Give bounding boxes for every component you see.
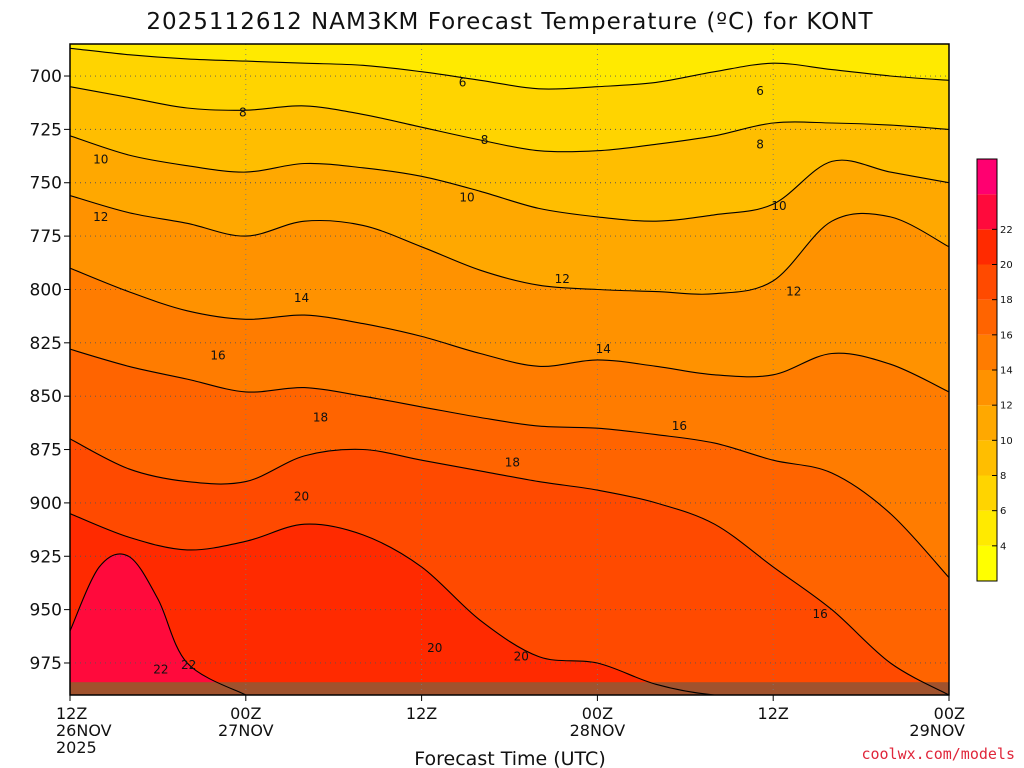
colorbar-tick-label: 14 (1000, 366, 1013, 377)
y-tick-label: 850 (30, 387, 62, 407)
colorbar-swatch (977, 229, 997, 265)
colorbar-tick-label: 22 (1000, 225, 1013, 236)
colorbar-swatch (977, 264, 997, 300)
y-tick-label: 700 (30, 67, 62, 87)
colorbar-swatch (977, 405, 997, 441)
y-tick-label: 900 (30, 494, 62, 514)
grid-layer (70, 44, 949, 695)
contour-line-8 (70, 86, 949, 153)
contour-layer (70, 47, 949, 695)
y-tick-label: 950 (30, 601, 62, 621)
y-axis: 700 725 750 775 800 825 850 875 900 925 950 975 (30, 67, 70, 674)
x-tick-label: 00Z (230, 704, 261, 723)
colorbar-swatch (977, 475, 997, 511)
contour-label: 18 (313, 411, 328, 425)
contour-label: 6 (756, 84, 764, 98)
contour-label: 16 (672, 419, 687, 433)
contour-line-20 (70, 513, 949, 695)
colorbar-swatch (977, 440, 997, 476)
credit-text: coolwx.com/models (861, 745, 1015, 763)
y-tick-label: 750 (30, 174, 62, 194)
temperature-band-20 (70, 513, 949, 695)
chart-title: 2025112612 NAM3KM Forecast Temperature (… (146, 9, 873, 35)
contour-label: 20 (514, 650, 529, 664)
colorbar-tick-label: 8 (1000, 471, 1006, 482)
contour-label: 12 (93, 210, 108, 224)
x-tick-date: 28NOV (570, 721, 626, 740)
contour-label: 16 (812, 607, 827, 621)
contour-label: 16 (210, 349, 225, 363)
surface-ground-layer (70, 682, 949, 695)
y-tick-label: 975 (30, 654, 62, 674)
colorbar-swatch (977, 334, 997, 370)
colorbar-tick-label: 10 (1000, 436, 1013, 447)
colorbar-swatch (977, 510, 997, 546)
surface-ground (70, 682, 949, 695)
colorbar-swatch (977, 194, 997, 230)
contour-line-22 (70, 553, 247, 695)
temperature-band-22 (70, 553, 246, 695)
colorbar-tick-label: 16 (1000, 330, 1013, 341)
x-tick-date: 29NOV (909, 721, 965, 740)
contour-line-10 (70, 135, 949, 222)
colorbar-swatch (977, 159, 997, 195)
x-tick-date: 26NOV (56, 721, 112, 740)
contour-label: 10 (771, 199, 786, 213)
x-tick-year: 2025 (56, 738, 97, 757)
contour-label: 6 (459, 75, 467, 89)
contour-label: 8 (481, 133, 489, 147)
contour-line-18 (70, 438, 949, 695)
contour-label: 22 (181, 658, 196, 672)
contour-label: 10 (93, 152, 108, 166)
colorbar-tick-label: 4 (1000, 541, 1006, 552)
colorbar-swatch (977, 545, 997, 581)
x-tick-label: 12Z (406, 704, 437, 723)
contour-label: 14 (596, 342, 611, 356)
colorbar-swatch (977, 299, 997, 335)
contour-label: 8 (239, 105, 247, 119)
y-tick-label: 800 (30, 280, 62, 300)
colorbar-tick-label: 18 (1000, 295, 1013, 306)
contour-line-14 (70, 267, 949, 393)
contour-label: 12 (786, 285, 801, 299)
colorbar-tick-label: 12 (1000, 401, 1013, 412)
colorbar-swatch (977, 370, 997, 406)
x-tick-label: 12Z (56, 704, 87, 723)
contour-line-6 (70, 47, 949, 90)
contour-label: 20 (294, 489, 309, 503)
contour-label: 8 (756, 137, 764, 151)
y-tick-label: 825 (30, 334, 62, 354)
x-tick-label: 00Z (582, 704, 613, 723)
y-tick-label: 775 (30, 227, 62, 247)
colorbar-tick-label: 6 (1000, 506, 1006, 517)
contour-label: 22 (153, 662, 168, 676)
x-tick-date: 27NOV (218, 721, 274, 740)
colorbar: 4 6 8 10 12 14 16 18 20 22 (976, 158, 1013, 582)
plot-frame (69, 43, 950, 696)
x-tick-label: 00Z (934, 704, 965, 723)
x-tick-label: 12Z (758, 704, 789, 723)
colorbar-tick-label: 20 (1000, 260, 1013, 271)
contour-line-12 (70, 194, 949, 295)
contour-label: 12 (555, 272, 570, 286)
x-axis-label: Forecast Time (UTC) (414, 748, 605, 768)
contour-label: 10 (459, 191, 474, 205)
y-tick-label: 725 (30, 120, 62, 140)
contour-line-16 (70, 348, 949, 578)
contour-label: 14 (294, 291, 309, 305)
contour-label: 18 (505, 455, 520, 469)
y-tick-label: 875 (30, 441, 62, 461)
contour-label-layer: 6 6 8 8 8 10 10 10 12 12 12 14 14 16 16 16 18 18 20 20 20 22 2… (93, 75, 828, 676)
contour-label: 20 (427, 641, 442, 655)
y-tick-label: 925 (30, 547, 62, 567)
